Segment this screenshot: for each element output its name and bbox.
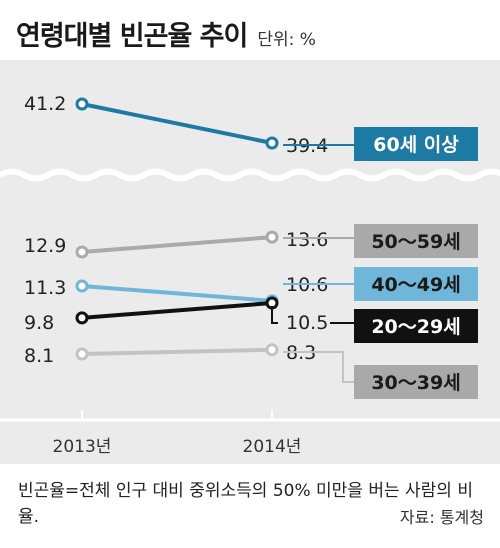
- data-label-4-0: 8.1: [24, 345, 54, 367]
- legend-box-4: [354, 365, 478, 399]
- x-tick-label-0: 2013년: [53, 437, 112, 457]
- series-line-4: [81, 347, 273, 356]
- data-label-0-0: 41.2: [24, 93, 66, 115]
- series-line-1: [81, 235, 273, 254]
- data-point-0-0: [75, 97, 89, 111]
- data-point-4-0: [75, 347, 89, 361]
- legend-label-3: 20～29세: [371, 316, 460, 338]
- legend-connector-4: [283, 351, 354, 383]
- footnote: 빈곤율=전체 인구 대비 중위소득의 50% 미만을 버는 사람의 비율.: [18, 481, 473, 527]
- legend-label-0: 60세 이상: [373, 134, 459, 156]
- legend-box-2: [354, 267, 478, 301]
- axis-break-mark: [0, 168, 500, 182]
- series-3: 9.8 10.5 20～29세: [24, 296, 478, 343]
- data-label-1-1: 13.6: [286, 229, 328, 251]
- data-point-1-1: [265, 230, 279, 244]
- data-point-0-1: [265, 136, 279, 150]
- series-1: 12.9 13.6 50～59세: [24, 224, 478, 259]
- series-line-3: [81, 301, 273, 320]
- data-label-3-0: 9.8: [24, 312, 54, 334]
- data-point-1-0: [75, 245, 89, 259]
- data-point-3-0: [75, 311, 89, 325]
- legend-box-0: [354, 127, 478, 161]
- legend-label-4: 30～39세: [371, 372, 460, 394]
- series-line-2: [81, 284, 273, 303]
- legend-label-2: 40～49세: [371, 274, 460, 296]
- data-label-2-0: 11.3: [24, 277, 66, 299]
- chart-unit: 단위: %: [257, 30, 316, 50]
- legend-connector-3: [271, 306, 278, 324]
- legend-box-1: [354, 224, 478, 258]
- series-0: 41.239.4 60세 이상: [24, 93, 478, 161]
- series-2: 11.3 10.6 40～49세: [24, 267, 478, 308]
- data-label-3-1: 10.5: [286, 312, 328, 334]
- data-point-2-0: [75, 279, 89, 293]
- chart-header: 연령대별 빈곤율 추이 단위: %: [16, 14, 316, 53]
- series-4: 8.1 8.330～39세: [24, 342, 478, 399]
- data-label-1-0: 12.9: [24, 235, 66, 257]
- legend-label-1: 50～59세: [371, 231, 460, 253]
- chart-title: 연령대별 빈곤율 추이: [16, 21, 248, 52]
- series-line-0: [81, 102, 273, 145]
- legend-box-3: [354, 309, 478, 343]
- data-point-4-1: [265, 343, 279, 357]
- x-tick-label-1: 2014년: [243, 437, 302, 457]
- source-note: 자료: 통계청: [399, 508, 484, 527]
